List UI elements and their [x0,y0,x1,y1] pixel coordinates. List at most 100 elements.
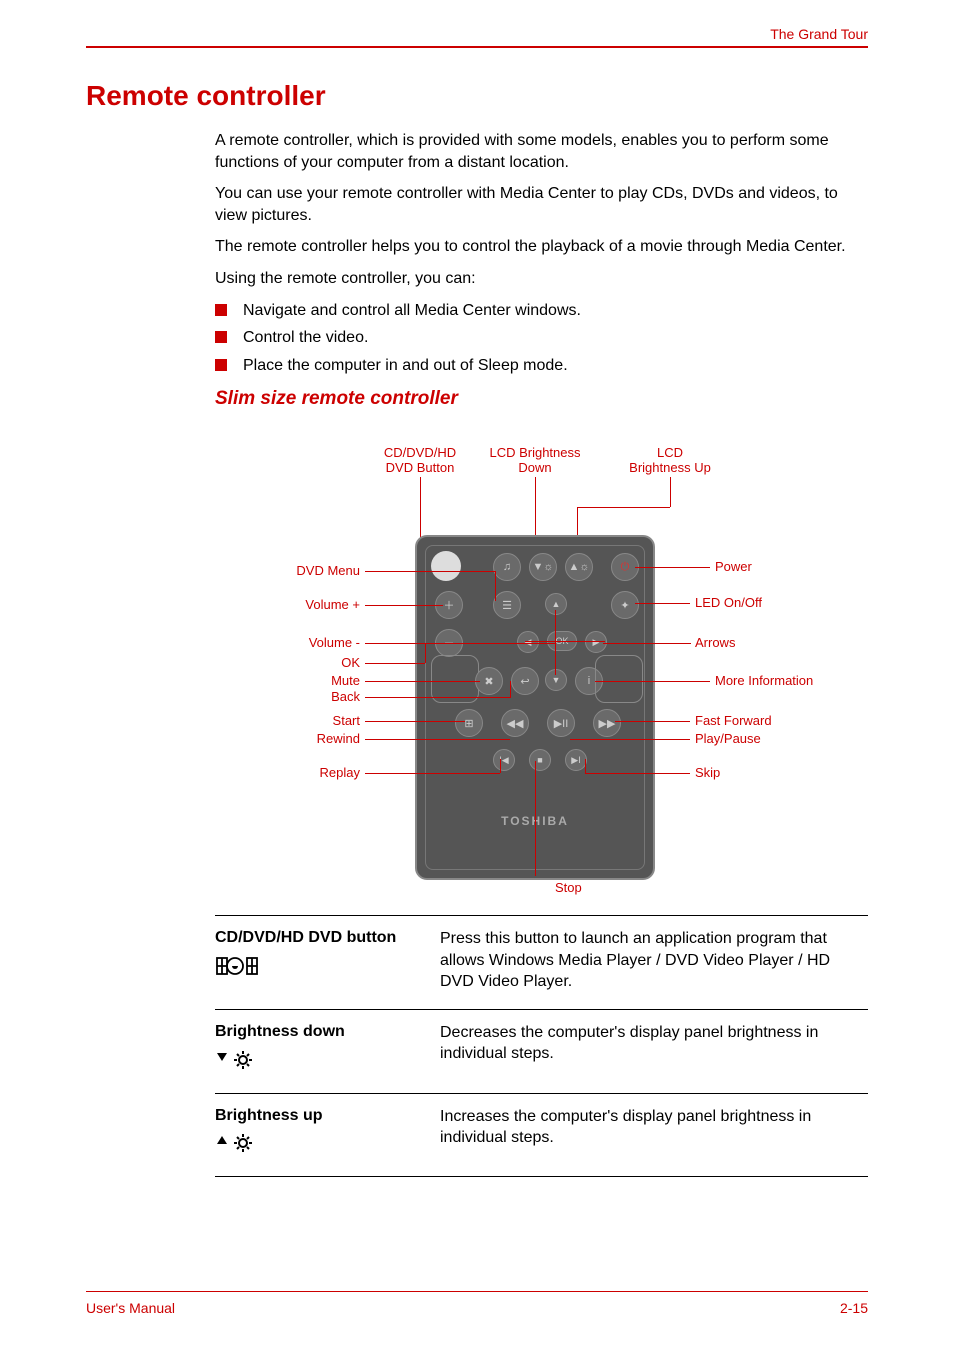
table-row: Brightness down Decreases the computer's… [215,1009,868,1093]
connector-line [500,759,501,773]
connector-line [365,571,495,572]
brightup-icon [215,1132,440,1160]
btn-arrow-left: ◀ [517,631,539,653]
btn-led: ✦ [611,591,639,619]
btn-playpause: ▶II [547,709,575,737]
btn-arrow-right: ▶ [585,631,607,653]
btn-start: ⊞ [455,709,483,737]
label-dvdmenu: DVD Menu [215,563,360,578]
connector-line [365,605,443,606]
table-row: CD/DVD/HD DVD button Press this button t… [215,915,868,1009]
connector-line [365,663,425,664]
connector-line [365,773,500,774]
label-led: LED On/Off [695,595,762,610]
bullet-item: Control the video. [215,327,868,349]
connector-line [535,761,536,876]
btn-cddvd: ♫ [493,553,521,581]
connector-line [585,759,586,773]
bullet-square-icon [215,331,227,343]
label-cddvd-l2: DVD Button [386,460,455,475]
footer-rule [86,1291,868,1292]
intro-para-3: The remote controller helps you to contr… [215,236,868,258]
bullet-square-icon [215,359,227,371]
bullet-text: Control the video. [243,327,368,349]
footer-left: User's Manual [86,1300,175,1316]
connector-line [615,721,690,722]
table-row: Brightness up Increases the computer's d… [215,1093,868,1178]
bullet-list: Navigate and control all Media Center wi… [215,300,868,377]
btn-back: ↩ [511,667,539,695]
connector-line [635,603,690,604]
connector-line [603,643,691,644]
connector-line [577,507,670,508]
label-brightdown-l1: LCD Brightness [489,445,580,460]
connector-line [365,681,480,682]
label-mute: Mute [215,673,360,688]
btn-mute-back-outline [431,655,479,703]
label-skip: Skip [695,765,720,780]
bullet-text: Place the computer in and out of Sleep m… [243,355,568,377]
label-power: Power [715,559,752,574]
connector-line [425,697,511,698]
label-cddvd: CD/DVD/HD DVD Button [365,445,475,475]
connector-line [555,610,556,675]
bullet-text: Navigate and control all Media Center wi… [243,300,581,322]
label-brightup-l1: LCD [657,445,683,460]
bullet-item: Place the computer in and out of Sleep m… [215,355,868,377]
row-name: Brightness up [215,1106,440,1127]
connector-line [425,643,426,663]
label-brightup: LCD Brightness Up [615,445,725,475]
label-brightdown-l2: Down [518,460,551,475]
connector-line [510,681,511,697]
intro-para-4: Using the remote controller, you can: [215,268,868,290]
connector-line [570,739,690,740]
label-replay: Replay [215,765,360,780]
breadcrumb: The Grand Tour [770,26,868,42]
row-name: CD/DVD/HD DVD button [215,928,440,949]
label-ff: Fast Forward [695,713,772,728]
row-name-cell: CD/DVD/HD DVD button [215,928,440,993]
bullet-item: Navigate and control all Media Center wi… [215,300,868,322]
feature-table: CD/DVD/HD DVD button Press this button t… [215,915,868,1177]
row-name-cell: Brightness down [215,1022,440,1077]
connector-line [365,697,425,698]
btn-arrow-down: ▼ [545,669,567,691]
label-moreinfo: More Information [715,673,813,688]
connector-line [635,567,710,568]
ir-window [431,551,461,581]
btn-arrow-up: ▲ [545,593,567,615]
label-stop: Stop [555,880,582,895]
btn-info-outline [595,655,643,703]
row-desc: Increases the computer's display panel b… [440,1106,868,1161]
label-volminus: Volume - [215,635,360,650]
label-arrows: Arrows [695,635,735,650]
connector-line [525,641,605,642]
connector-line [595,681,710,682]
label-brightdown: LCD Brightness Down [475,445,595,475]
cddvd-icon [215,955,440,983]
btn-dvd-menu: ☰ [493,591,521,619]
btn-bright-up: ▲☼ [565,553,593,581]
label-back: Back [215,689,360,704]
label-start: Start [215,713,360,728]
connector-line [495,571,496,601]
row-name: Brightness down [215,1022,440,1043]
connector-line [365,739,510,740]
label-brightup-l2: Brightness Up [629,460,711,475]
content-block: A remote controller, which is provided w… [215,130,868,424]
intro-para-1: A remote controller, which is provided w… [215,130,868,173]
row-desc: Press this button to launch an applicati… [440,928,868,993]
label-rewind: Rewind [215,731,360,746]
connector-line [670,477,671,507]
label-ok: OK [215,655,360,670]
connector-line [365,721,465,722]
label-cddvd-l1: CD/DVD/HD [384,445,456,460]
btn-skip: ▶I [565,749,587,771]
brightdown-icon [215,1049,440,1077]
header-rule [86,46,868,48]
bullet-square-icon [215,304,227,316]
label-volplus: Volume + [215,597,360,612]
row-desc: Decreases the computer's display panel b… [440,1022,868,1077]
connector-line [585,773,690,774]
btn-rewind: ◀◀ [501,709,529,737]
